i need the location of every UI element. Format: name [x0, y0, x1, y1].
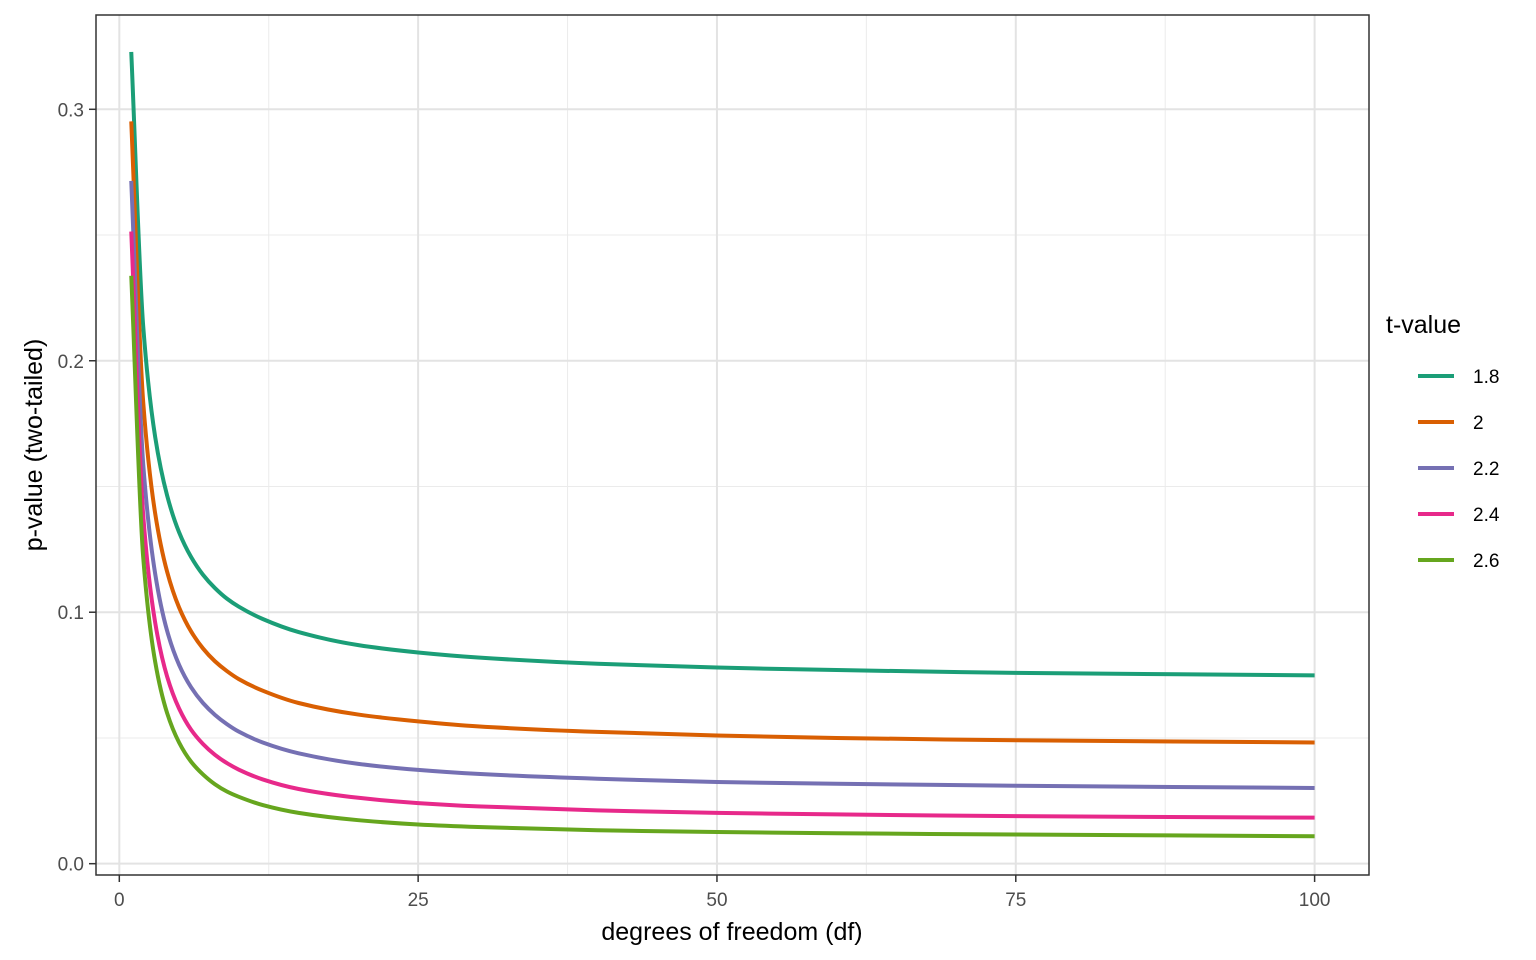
series-line-1-8	[129, 51, 1315, 678]
series-line-2-4	[129, 231, 1315, 820]
grid-major	[96, 15, 1369, 875]
plot-panel-border	[95, 14, 1370, 876]
legend-label: 2.4	[1473, 505, 1500, 526]
series-lines	[129, 51, 1315, 839]
x-axis-title: degrees of freedom (df)	[601, 918, 862, 946]
x-tick-label: 75	[1005, 890, 1026, 911]
legend-title: t-value	[1386, 311, 1461, 339]
series-line-2-6	[129, 275, 1315, 839]
legend-label: 2	[1473, 413, 1484, 434]
series-line-2	[129, 121, 1315, 745]
legend-label: 2.6	[1473, 551, 1499, 572]
legend-label: 1.8	[1473, 367, 1499, 388]
x-axis: 0 25 50 75 100	[114, 875, 1330, 911]
x-tick-label: 0	[114, 890, 125, 911]
legend-label: 2.2	[1473, 459, 1499, 480]
y-axis-title: p-value (two-tailed)	[20, 339, 48, 552]
y-axis: 0.0 0.1 0.2 0.3	[58, 100, 96, 876]
series-line-2-2	[129, 180, 1315, 790]
legend: t-value 1.8 2 2.2 2.4 2.6	[1386, 311, 1500, 572]
y-tick-label: 0.3	[58, 100, 84, 121]
y-tick-label: 0.1	[58, 603, 84, 624]
x-tick-label: 50	[706, 890, 727, 911]
x-tick-label: 25	[408, 890, 429, 911]
y-tick-label: 0.2	[58, 352, 84, 373]
x-tick-label: 100	[1299, 890, 1331, 911]
grid-minor	[96, 15, 1369, 875]
y-tick-label: 0.0	[58, 855, 84, 876]
